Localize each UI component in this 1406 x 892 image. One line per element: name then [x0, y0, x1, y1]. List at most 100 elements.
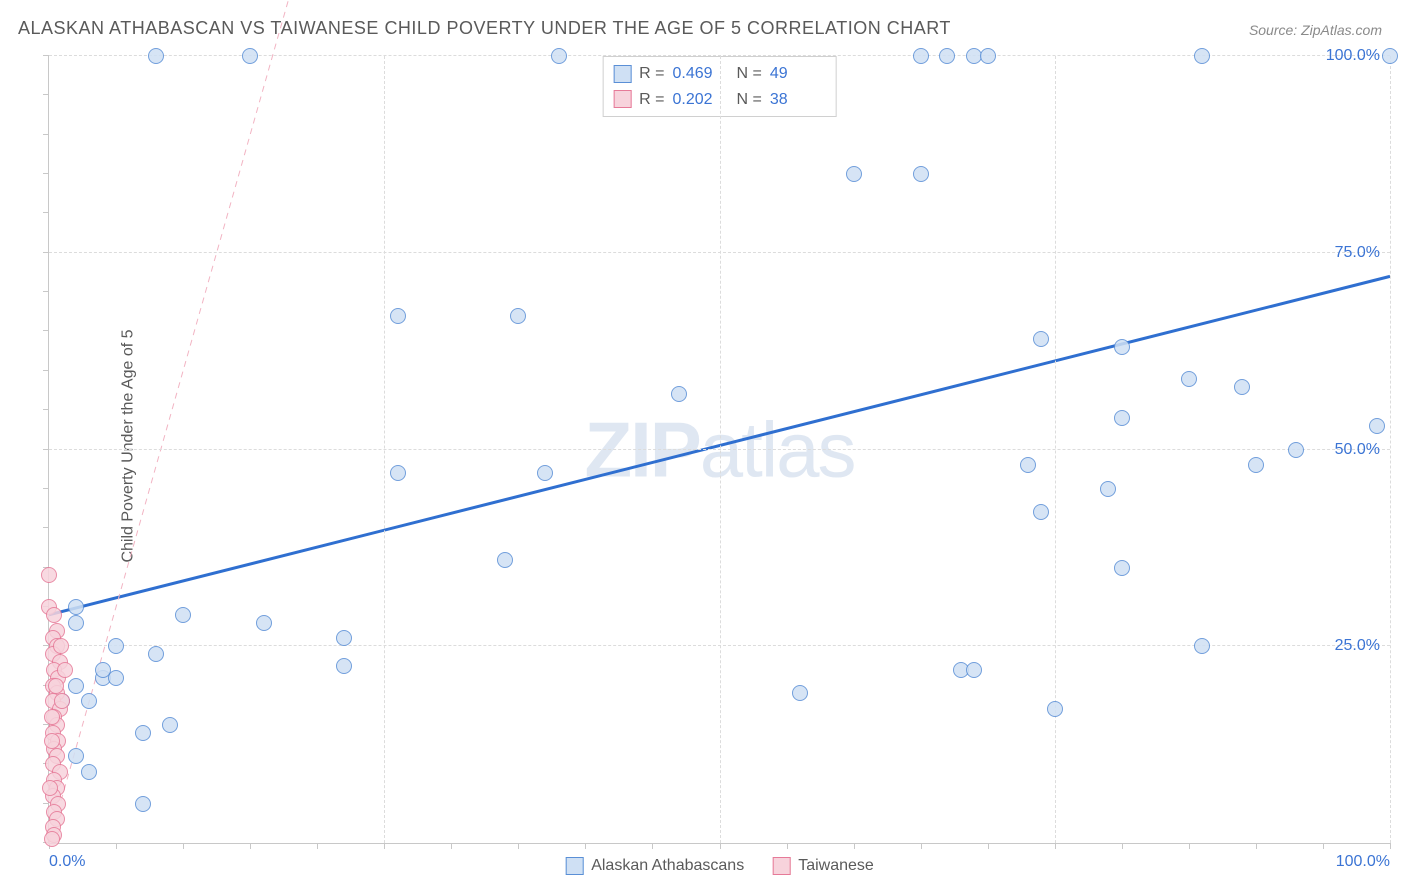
- x-minor-tick: [1390, 843, 1391, 849]
- data-point: [336, 630, 352, 646]
- y-tick-label: 75.0%: [1335, 244, 1380, 262]
- data-point: [510, 308, 526, 324]
- data-point: [671, 386, 687, 402]
- legend: Alaskan Athabascans Taiwanese: [565, 857, 874, 875]
- data-point: [1033, 504, 1049, 520]
- x-minor-tick: [1189, 843, 1190, 849]
- y-minor-tick: [43, 55, 49, 56]
- y-minor-tick: [43, 173, 49, 174]
- data-point: [44, 831, 60, 847]
- source-attribution: Source: ZipAtlas.com: [1249, 22, 1382, 38]
- plot-area: ZIPatlas R =0.469N =49R =0.202N =38 Alas…: [48, 56, 1390, 844]
- chart-title: ALASKAN ATHABASCAN VS TAIWANESE CHILD PO…: [18, 18, 951, 39]
- x-tick-min: 0.0%: [49, 853, 85, 871]
- data-point: [1382, 48, 1398, 64]
- data-point: [846, 166, 862, 182]
- data-point: [913, 48, 929, 64]
- data-point: [44, 733, 60, 749]
- data-point: [108, 670, 124, 686]
- x-minor-tick: [451, 843, 452, 849]
- legend-label: Taiwanese: [798, 857, 874, 875]
- stat-r-label: R =: [639, 61, 664, 87]
- y-tick-label: 100.0%: [1326, 47, 1380, 65]
- data-point: [939, 48, 955, 64]
- x-minor-tick: [250, 843, 251, 849]
- legend-swatch: [613, 90, 631, 108]
- data-point: [336, 658, 352, 674]
- data-point: [1248, 457, 1264, 473]
- legend-swatch: [772, 857, 790, 875]
- data-point: [1194, 638, 1210, 654]
- legend-swatch: [565, 857, 583, 875]
- gridline-vertical: [1055, 56, 1056, 843]
- data-point: [242, 48, 258, 64]
- y-minor-tick: [43, 212, 49, 213]
- data-point: [966, 662, 982, 678]
- gridline-vertical: [720, 56, 721, 843]
- data-point: [68, 678, 84, 694]
- gridline-vertical: [1390, 56, 1391, 843]
- stat-n-value: 38: [770, 87, 826, 113]
- legend-swatch: [613, 65, 631, 83]
- x-minor-tick: [183, 843, 184, 849]
- data-point: [48, 678, 64, 694]
- data-point: [1234, 379, 1250, 395]
- data-point: [148, 646, 164, 662]
- data-point: [1047, 701, 1063, 717]
- legend-item: Alaskan Athabascans: [565, 857, 744, 875]
- y-minor-tick: [43, 291, 49, 292]
- data-point: [256, 615, 272, 631]
- stat-n-label: N =: [737, 61, 762, 87]
- data-point: [1100, 481, 1116, 497]
- x-minor-tick: [787, 843, 788, 849]
- data-point: [792, 685, 808, 701]
- data-point: [1369, 418, 1385, 434]
- x-minor-tick: [1055, 843, 1056, 849]
- data-point: [135, 725, 151, 741]
- x-minor-tick: [518, 843, 519, 849]
- data-point: [1194, 48, 1210, 64]
- x-minor-tick: [988, 843, 989, 849]
- data-point: [162, 717, 178, 733]
- data-point: [980, 48, 996, 64]
- y-minor-tick: [43, 370, 49, 371]
- gridline-horizontal: [49, 252, 1390, 253]
- data-point: [57, 662, 73, 678]
- y-minor-tick: [43, 488, 49, 489]
- x-minor-tick: [1256, 843, 1257, 849]
- y-minor-tick: [43, 527, 49, 528]
- data-point: [175, 607, 191, 623]
- y-minor-tick: [43, 134, 49, 135]
- x-minor-tick: [116, 843, 117, 849]
- legend-label: Alaskan Athabascans: [591, 857, 744, 875]
- data-point: [42, 780, 58, 796]
- data-point: [135, 796, 151, 812]
- stat-r-label: R =: [639, 87, 664, 113]
- data-point: [1181, 371, 1197, 387]
- data-point: [46, 607, 62, 623]
- data-point: [390, 308, 406, 324]
- x-tick-max: 100.0%: [1336, 853, 1390, 871]
- data-point: [1114, 339, 1130, 355]
- data-point: [913, 166, 929, 182]
- data-point: [81, 693, 97, 709]
- data-point: [68, 615, 84, 631]
- data-point: [41, 567, 57, 583]
- data-point: [81, 764, 97, 780]
- y-minor-tick: [43, 94, 49, 95]
- data-point: [108, 638, 124, 654]
- data-point: [68, 599, 84, 615]
- y-tick-label: 25.0%: [1335, 637, 1380, 655]
- data-point: [1288, 442, 1304, 458]
- x-minor-tick: [317, 843, 318, 849]
- data-point: [1114, 560, 1130, 576]
- y-minor-tick: [43, 252, 49, 253]
- data-point: [44, 709, 60, 725]
- x-minor-tick: [652, 843, 653, 849]
- y-tick-label: 50.0%: [1335, 441, 1380, 459]
- data-point: [1114, 410, 1130, 426]
- data-point: [54, 693, 70, 709]
- y-minor-tick: [43, 449, 49, 450]
- y-minor-tick: [43, 330, 49, 331]
- x-minor-tick: [720, 843, 721, 849]
